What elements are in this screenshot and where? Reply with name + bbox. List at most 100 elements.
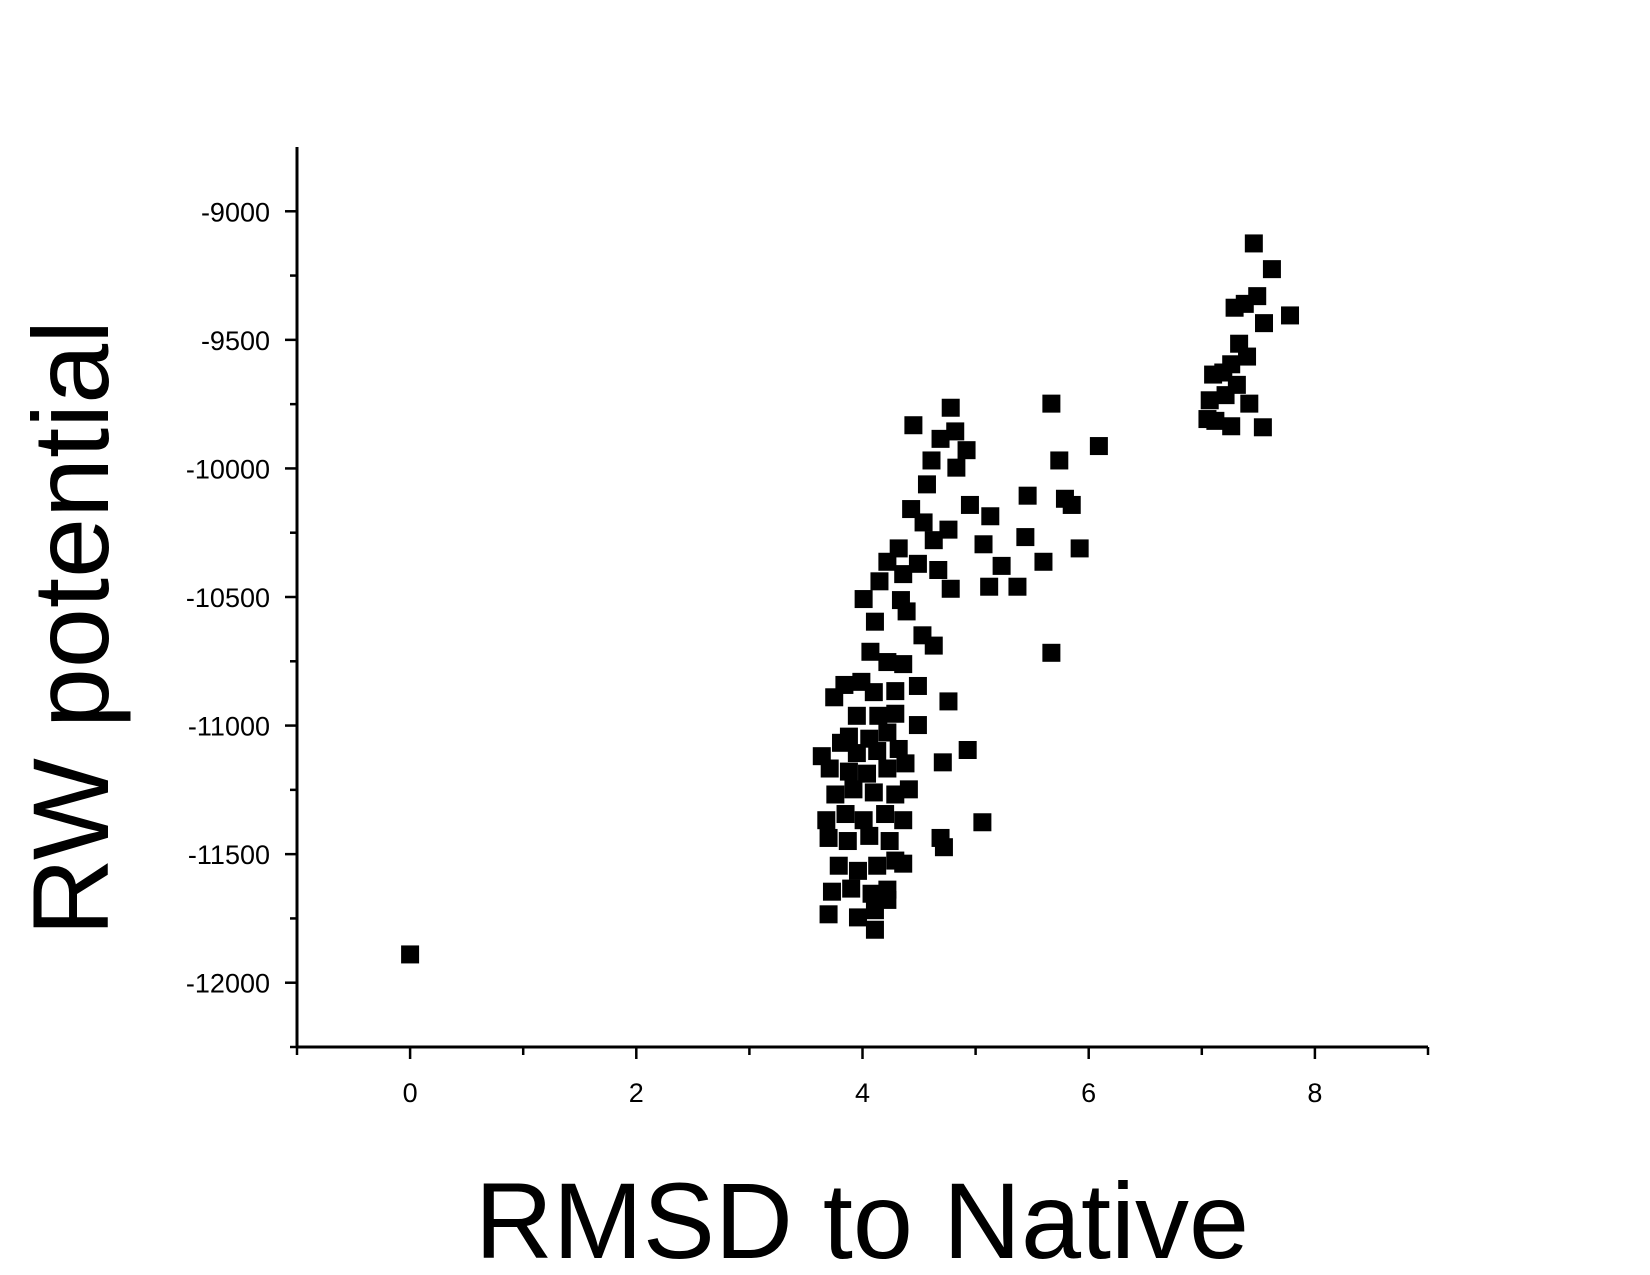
point [864,683,883,702]
y-tick-label: -9000 [201,197,270,227]
point [848,908,867,927]
point [1200,391,1219,410]
point [1050,451,1069,470]
point [829,856,848,875]
point [842,879,861,898]
point [974,535,993,554]
point [858,764,877,783]
point [960,495,979,514]
point [899,780,918,799]
point [826,785,845,804]
y-tick-label: -11500 [188,840,270,870]
point [992,556,1011,575]
point [1235,294,1254,313]
point [897,602,916,621]
point [1034,552,1053,571]
point [889,739,908,758]
point [836,805,855,824]
point [1240,394,1259,413]
point [929,561,948,579]
point [939,520,958,539]
point [868,856,887,875]
point [864,783,883,802]
point [835,675,854,694]
point [1255,314,1274,333]
x-tick-label: 8 [1307,1078,1322,1108]
point [914,513,933,532]
point [934,838,953,857]
point [896,754,915,773]
point [869,706,888,725]
y-tick-label: -10500 [186,583,270,613]
point [894,565,913,584]
point [941,579,960,598]
point [860,826,879,845]
point [1198,410,1217,429]
point [941,398,960,417]
point [981,507,1000,526]
point [861,642,880,661]
point [838,832,857,851]
x-tick-label: 6 [1081,1078,1096,1108]
point [848,861,867,880]
point [847,744,866,763]
point [886,704,905,723]
point [1238,347,1257,366]
point [946,422,965,441]
point [939,692,958,711]
point [1089,437,1108,456]
point [894,655,913,674]
x-tick-label: 2 [629,1078,644,1108]
y-tick-label: -12000 [186,969,270,999]
point [819,905,838,924]
point [876,805,895,824]
point [908,676,927,695]
point [878,759,897,778]
point [1042,394,1061,413]
point [1262,260,1281,279]
point [1253,418,1272,437]
point [1281,306,1300,325]
x-axis-title: RMSD to Native [475,1160,1249,1275]
point [908,716,927,735]
point [822,882,841,901]
point [1204,365,1223,384]
point [886,785,905,804]
x-tick-label: 0 [403,1078,418,1108]
point [832,733,851,752]
point [1062,495,1081,514]
point [973,813,992,832]
point [844,780,863,799]
point [878,723,897,742]
y-tick-label: -11000 [188,712,270,742]
point [878,890,897,909]
point [947,458,966,477]
point [820,759,839,778]
point [908,554,927,573]
point [886,851,905,870]
point [854,590,873,609]
point [1008,577,1027,596]
point [1016,528,1035,547]
point [401,945,420,964]
point [854,811,873,830]
y-axis-title: RW potential [10,320,131,936]
point [1018,486,1037,505]
point [904,416,923,435]
point [878,653,897,672]
point [1216,386,1235,405]
point [839,762,858,781]
point [1244,234,1263,253]
point [1222,417,1241,436]
point [1042,643,1061,662]
point [886,682,905,701]
point [819,828,838,847]
y-tick-label: -9500 [201,326,270,356]
point [931,429,950,448]
point [868,742,887,761]
x-tick-label: 4 [855,1078,870,1108]
point [957,441,976,460]
point [958,741,977,759]
point [894,811,913,830]
